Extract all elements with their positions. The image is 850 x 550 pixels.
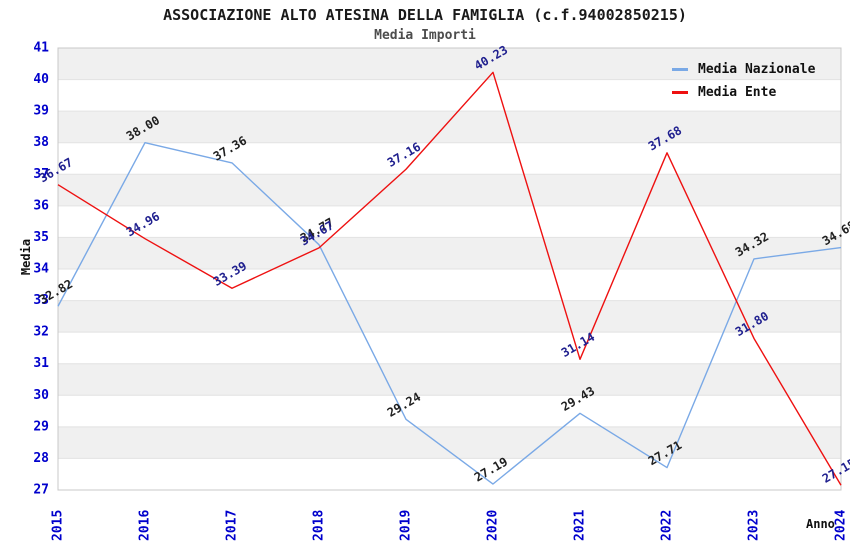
x-tick-label: 2020	[486, 510, 501, 541]
x-tick-label: 2024	[834, 510, 849, 541]
legend-item-media-nazionale: Media Nazionale	[672, 62, 815, 77]
legend-label-media-nazionale: Media Nazionale	[698, 62, 816, 77]
legend-swatch-media-ente	[672, 91, 688, 94]
legend-label-media-ente: Media Ente	[698, 85, 777, 100]
grid-band	[58, 363, 841, 396]
y-tick-label: 38	[33, 135, 49, 150]
x-tick-label: 2021	[573, 510, 588, 541]
x-tick-label: 2017	[225, 510, 240, 541]
y-tick-label: 37	[33, 167, 49, 182]
grid-band	[58, 111, 841, 143]
plot-border	[57, 47, 842, 491]
grid-band	[58, 300, 841, 333]
x-tick-label: 2015	[51, 510, 66, 541]
x-tick-label: 2019	[399, 510, 414, 541]
y-tick-label: 32	[33, 325, 49, 340]
y-tick-label: 31	[33, 356, 49, 371]
legend: Media Nazionale Media Ente	[672, 62, 815, 100]
series-line-media-nazionale	[57, 142, 842, 485]
data-label: 27.19	[472, 454, 510, 484]
x-tick-label: 2022	[660, 510, 675, 541]
y-tick-label: 28	[33, 451, 49, 466]
y-tick-label: 34	[33, 262, 49, 277]
x-tick-label: 2016	[138, 510, 153, 541]
grid-band	[58, 426, 841, 459]
chart-title: ASSOCIAZIONE ALTO ATESINA DELLA FAMIGLIA…	[163, 6, 687, 24]
legend-item-media-ente: Media Ente	[672, 85, 815, 100]
data-label: 37.16	[385, 140, 423, 170]
y-tick-label: 33	[33, 293, 49, 308]
grid-band	[58, 174, 841, 206]
y-tick-label: 30	[33, 388, 49, 403]
grid-band	[58, 48, 841, 80]
data-label: 27.15	[820, 456, 850, 486]
x-tick-label: 2023	[747, 510, 762, 541]
chart-subtitle: Media Importi	[374, 28, 476, 43]
y-tick-label: 40	[33, 72, 49, 87]
legend-swatch-media-nazionale	[672, 68, 688, 71]
y-tick-label: 29	[33, 419, 49, 434]
y-tick-label: 41	[33, 41, 49, 56]
y-tick-label: 36	[33, 198, 49, 213]
y-tick-label: 39	[33, 104, 49, 119]
y-tick-label: 27	[33, 483, 49, 498]
data-label: 34.96	[124, 209, 162, 239]
grid-band	[58, 237, 841, 269]
y-axis-title: Media	[19, 238, 34, 276]
series-line-media-ente	[57, 71, 842, 486]
x-tick-label: 2018	[312, 510, 327, 541]
y-tick-label: 35	[33, 230, 49, 245]
x-axis-title: Anno	[806, 517, 835, 531]
data-label: 31.14	[559, 330, 597, 360]
